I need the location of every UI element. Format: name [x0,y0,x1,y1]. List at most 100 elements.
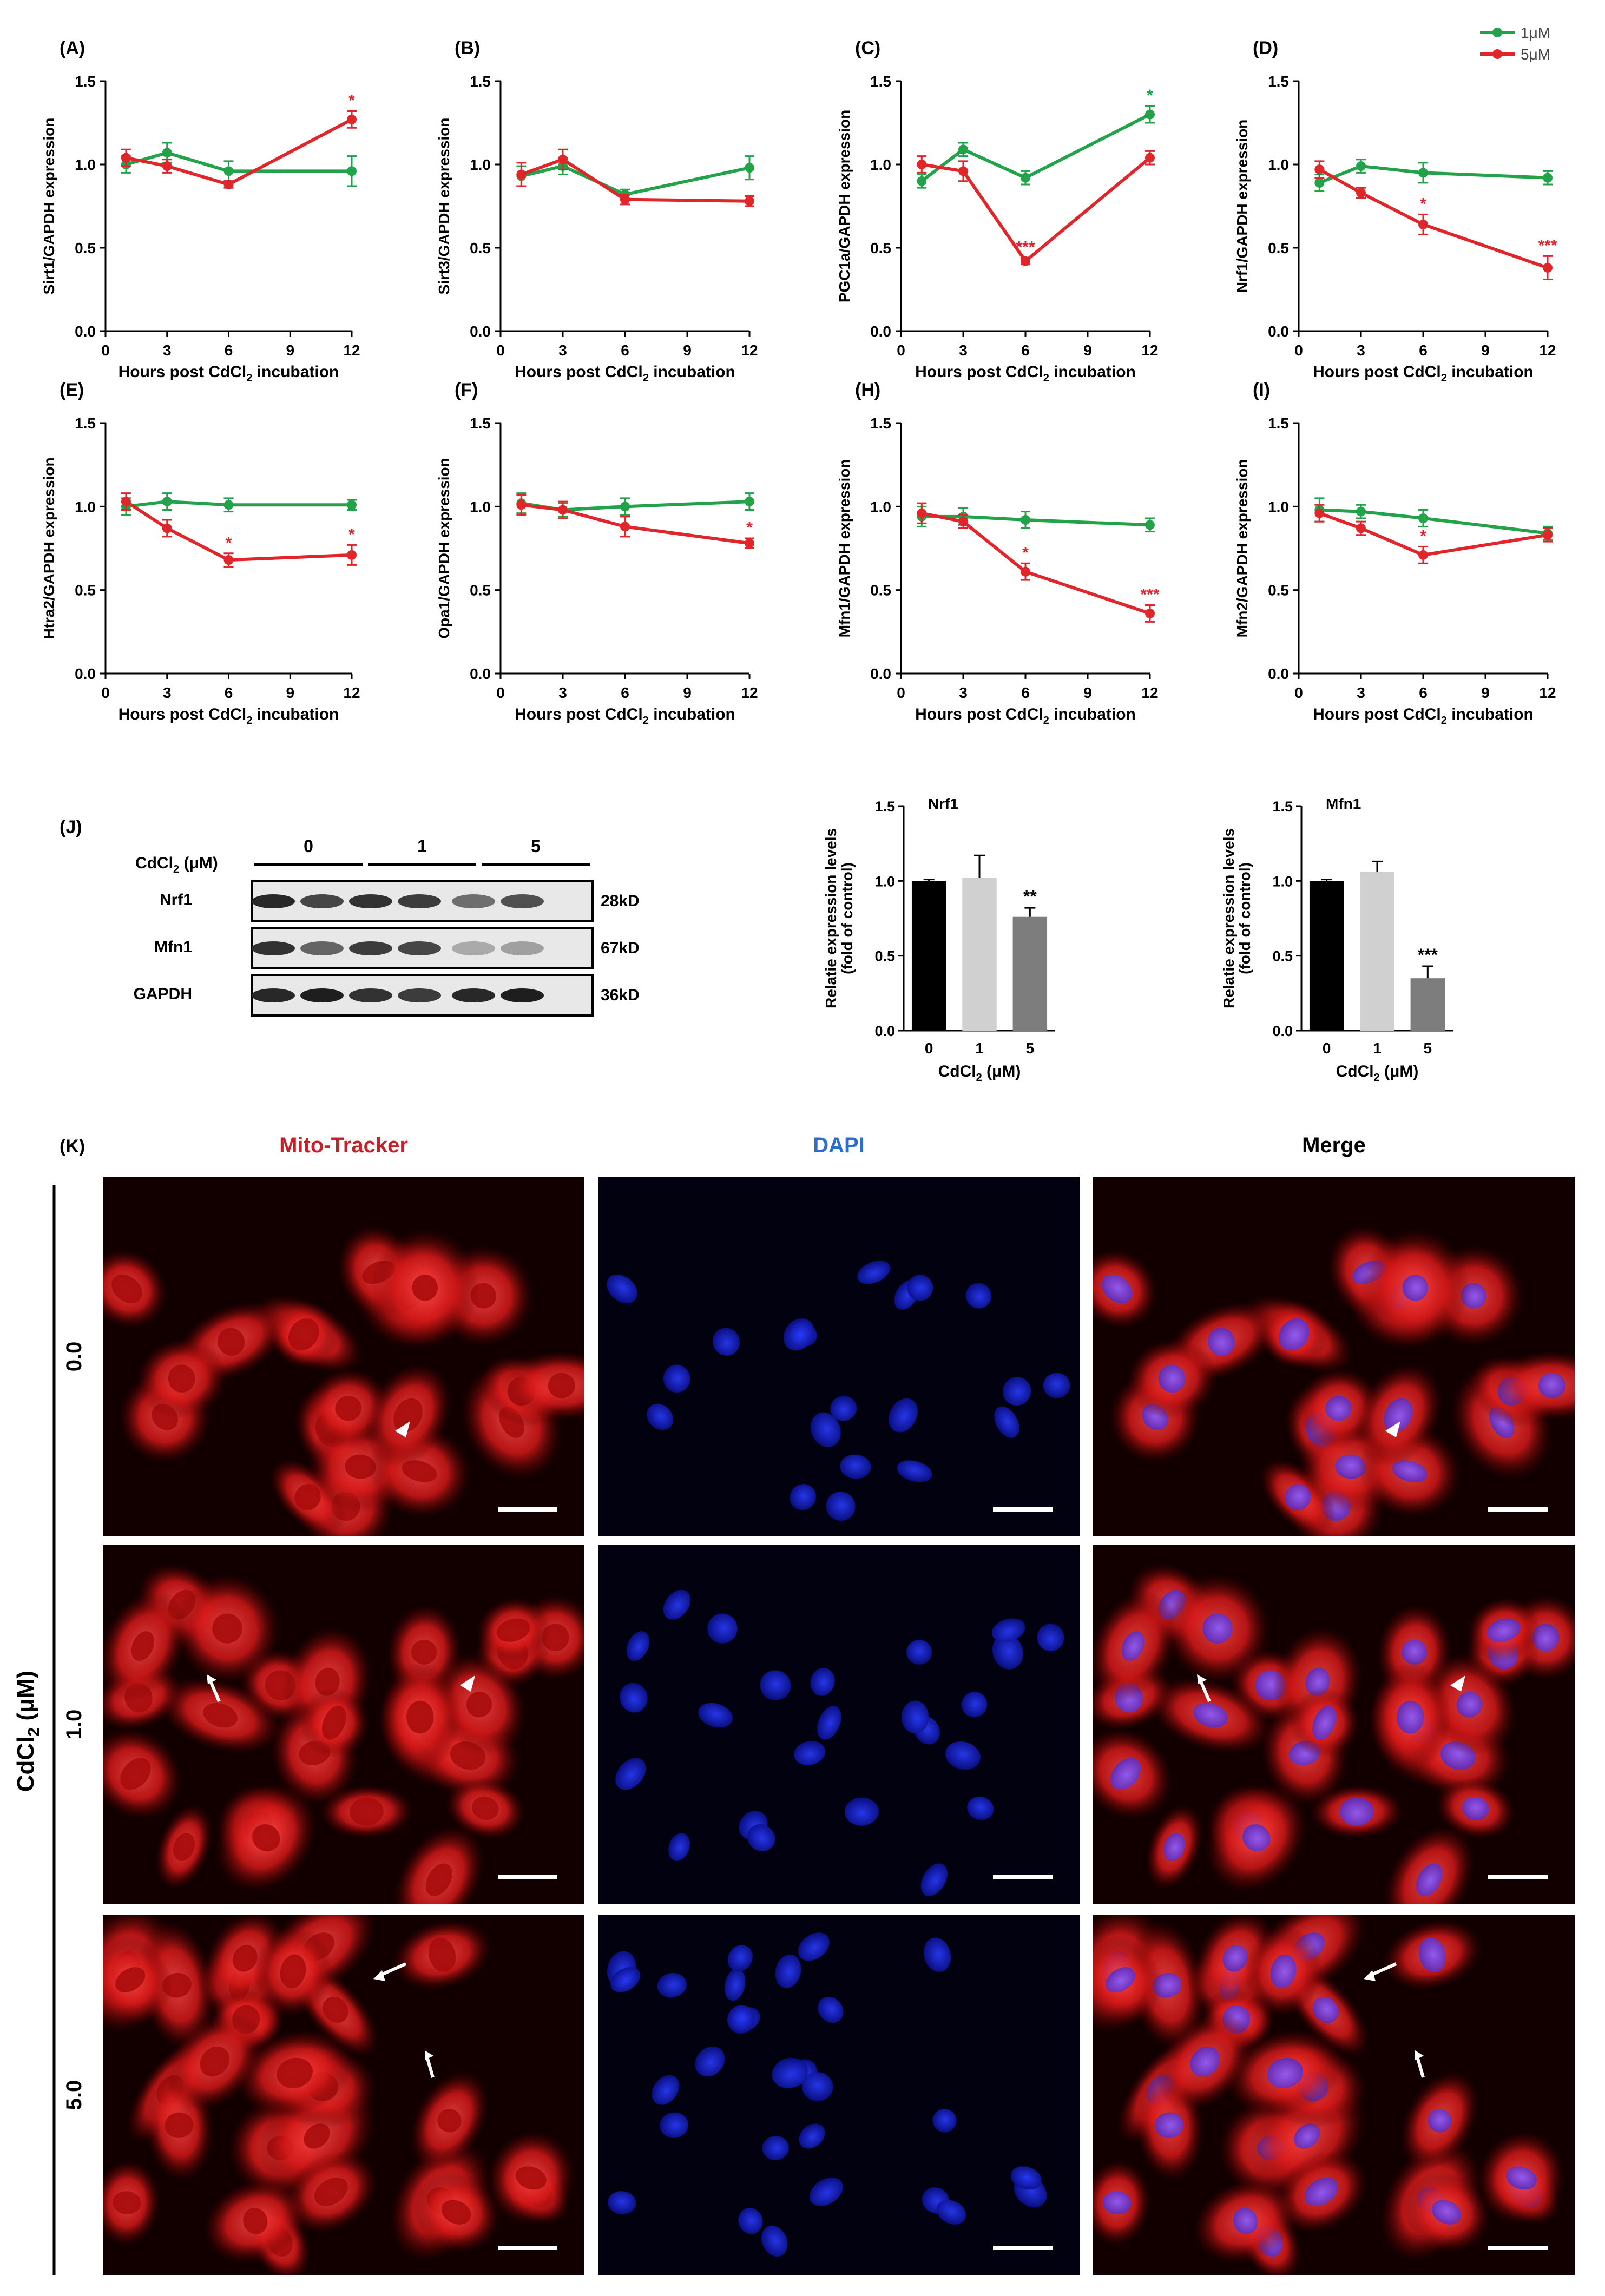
x-tick-label: 3 [163,684,172,701]
chart-title: Mfn1 [1326,795,1361,812]
legend-label-1um: 1μM [1521,24,1550,41]
nucleus [802,2072,833,2101]
cell-nucleus [1103,2191,1132,2215]
nucleus [663,1364,690,1393]
cell-nucleus [515,2166,547,2190]
nucleus [760,1670,791,1700]
cell-nucleus [1402,1639,1428,1665]
data-point [516,169,527,180]
significance-mark: * [1420,195,1426,213]
cell-nucleus [322,1706,346,1740]
y-tick-label: 1.5 [75,73,96,90]
data-point [223,555,234,565]
line-chart-d: (D) 0.0 0.5 1.0 1.5 0 3 6 9 12 Hours post CdCl2 in… [1234,38,1557,384]
line-chart-i: (I) 0.0 0.5 1.0 1.5 0 3 6 9 12 Hours post CdCl2 in… [1234,380,1556,727]
y-tick-label: 0.0 [1272,1023,1293,1039]
y-tick-label: 0.5 [1268,240,1289,256]
blot-band [398,941,441,955]
significance-mark: * [1147,87,1153,104]
blot-band [300,988,344,1002]
blot-band [252,988,295,1002]
data-point [162,161,172,171]
nucleus [727,1945,753,1972]
data-point [745,497,754,507]
y-tick-label: 0.5 [870,240,891,256]
blot-row-gapdh: GAPDH 36kD [134,974,640,1017]
row-axis-label: CdCl2 (μM) [12,1671,43,1792]
cell-nucleus [173,1833,195,1861]
x-tick-label: 6 [621,342,629,359]
data-point [1314,177,1325,188]
cell-nucleus [1193,1703,1228,1728]
x-tick-label: 9 [683,684,692,701]
y-tick-label: 1.0 [870,156,891,173]
blot-band [252,941,295,955]
blot-protein-label: Mfn1 [154,938,192,956]
data-point [121,497,131,507]
bar [1410,978,1445,1031]
y-tick-label: 1.0 [1268,156,1289,173]
significance-mark: * [746,519,753,537]
x-tick-label: 0 [925,1040,933,1057]
y-tick-label: 1.0 [470,498,491,515]
bar [1012,916,1048,1031]
x-tick-label: 9 [286,684,294,701]
cell-nucleus [1207,1328,1235,1356]
nucleus [790,1484,816,1510]
significance-mark: * [226,534,232,552]
y-axis-label: PGC1a/GAPDH expression [836,110,853,302]
nucleus [775,1954,801,1988]
series-line-1μM [1319,164,1548,184]
y-tick-label: 1.5 [75,415,96,432]
cell-nucleus [1384,1398,1413,1433]
cell-nucleus [466,1692,492,1718]
nucleus [826,1492,856,1521]
x-tick-label: 0 [496,342,505,359]
row-label: 5.0 [62,2080,86,2110]
y-tick-label: 1.5 [870,415,891,432]
x-tick-label: 0 [1323,1040,1331,1057]
data-point [223,179,234,189]
nucleus [1010,2166,1042,2190]
x-tick-label: 9 [286,342,294,359]
nucleus [840,1454,871,1479]
data-point [1418,219,1428,229]
cell-nucleus [1313,1996,1339,2023]
data-point [162,497,172,507]
nucleus [945,1741,981,1770]
data-point [917,160,927,169]
arrow-marker [209,1681,221,1703]
blot-band [300,941,344,955]
data-point [1543,530,1553,540]
cell-nucleus [111,1274,142,1304]
panel-label-k: (K) [60,1136,85,1157]
data-point [1021,515,1030,525]
x-tick-label: 0 [1294,342,1303,359]
arrowhead-marker [1450,1675,1465,1692]
y-tick-label: 0.5 [470,240,491,256]
x-tick-label: 6 [225,684,233,701]
nucleus [607,1274,637,1304]
cell-nucleus [1267,2057,1303,2088]
y-axis-label-2: (fold of control) [839,862,856,974]
nucleus [798,1932,830,1961]
panel-label: (H) [855,380,880,400]
x-tick-label: 3 [1357,342,1365,359]
nucleus [707,1613,738,1644]
x-axis-label: Hours post CdCl2 incubation [1313,363,1534,384]
significance-mark: *** [1418,945,1438,965]
y-tick-label: 1.0 [75,156,96,173]
micro-cells [103,1563,584,1904]
data-point [620,522,630,532]
y-axis-label: Relatie expression levels [823,828,839,1008]
cell-nucleus [203,1703,238,1728]
series-line-5μM [1318,168,1548,269]
panel-label: (F) [455,380,478,400]
x-tick-label: 0 [897,684,905,701]
series-line-5μM [521,157,750,203]
nucleus [695,2046,725,2077]
arrowhead-marker [1385,1421,1400,1437]
cell-nucleus [1431,2200,1462,2225]
nucleus [738,2207,763,2234]
y-tick-label: 1.5 [1268,73,1289,90]
